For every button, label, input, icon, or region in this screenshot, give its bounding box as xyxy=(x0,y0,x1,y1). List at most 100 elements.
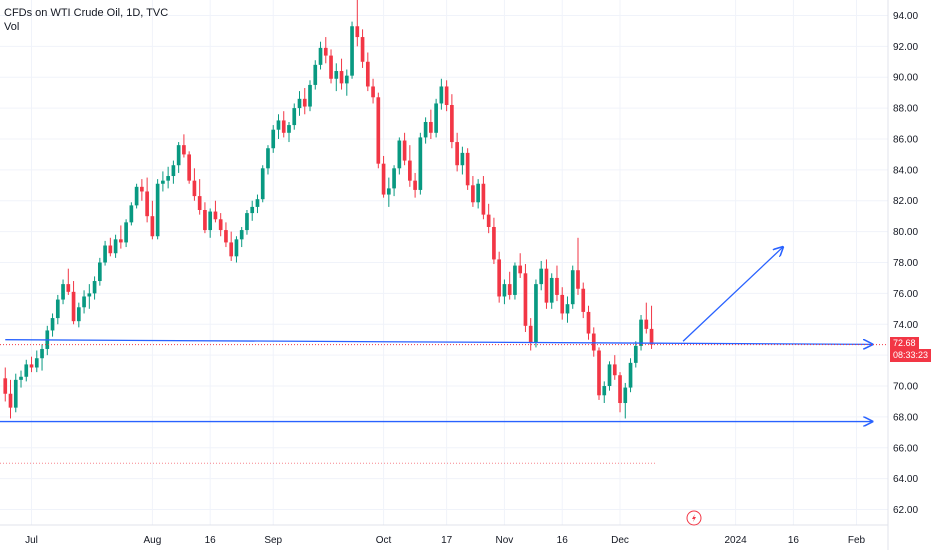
candle xyxy=(507,271,512,300)
price-tick-label: 86.00 xyxy=(893,134,918,145)
candle-body xyxy=(534,284,538,343)
candle-body xyxy=(350,26,354,76)
candle xyxy=(66,268,71,295)
candle-body xyxy=(439,86,444,104)
candle xyxy=(633,341,638,368)
time-tick-label: Oct xyxy=(376,535,392,546)
support-line-upper[interactable] xyxy=(5,339,872,345)
candle xyxy=(528,318,533,351)
candle xyxy=(581,282,586,319)
candle xyxy=(323,37,328,64)
candle xyxy=(92,276,97,300)
candle-body xyxy=(255,199,260,207)
candle xyxy=(513,262,517,300)
candle xyxy=(176,142,181,173)
candle xyxy=(570,265,575,309)
candle xyxy=(408,145,412,187)
candle-body xyxy=(570,270,575,305)
candle-body xyxy=(408,160,412,181)
candle-body xyxy=(192,180,197,197)
candle xyxy=(187,151,191,184)
candle xyxy=(155,179,160,240)
price-tick-label: 76.00 xyxy=(893,289,918,300)
candle xyxy=(365,52,370,92)
grid-lines xyxy=(0,0,888,525)
candle-body xyxy=(450,105,454,143)
candle-body xyxy=(397,140,402,169)
candle-body xyxy=(628,362,633,388)
candle xyxy=(376,92,381,169)
price-tick-label: 74.00 xyxy=(893,320,918,331)
candle xyxy=(413,172,417,198)
candle xyxy=(423,117,428,144)
candle-body xyxy=(103,245,107,263)
candle-body xyxy=(465,152,470,186)
candle-body xyxy=(76,307,81,322)
price-tick-label: 66.00 xyxy=(893,443,918,454)
candle-body xyxy=(618,375,622,404)
candle xyxy=(618,372,622,413)
candle xyxy=(203,202,207,234)
candle xyxy=(224,222,228,248)
candle xyxy=(481,176,486,220)
candle xyxy=(218,213,223,237)
lightning-icon[interactable] xyxy=(686,510,702,526)
candle-body xyxy=(334,71,339,79)
candle-body xyxy=(40,348,44,359)
time-axis[interactable]: Jul Aug 16 Sep Oct 17 Nov 16 Dec 2024 16 Feb xyxy=(25,535,865,546)
candle xyxy=(339,58,344,90)
candle xyxy=(40,344,44,371)
candle-body xyxy=(460,152,465,166)
time-tick-label: 16 xyxy=(205,535,217,546)
candle xyxy=(71,281,76,325)
candle xyxy=(597,347,601,400)
candle-body xyxy=(418,137,423,190)
candle-body xyxy=(234,239,239,257)
candle xyxy=(97,257,102,286)
candle xyxy=(450,94,454,149)
volume-label[interactable]: Vol xyxy=(4,21,20,33)
candle xyxy=(560,287,565,320)
candle xyxy=(55,294,60,325)
candle xyxy=(492,217,496,265)
candle-body xyxy=(3,378,8,394)
candle-body xyxy=(392,168,396,189)
candle-body xyxy=(129,205,134,223)
candle xyxy=(639,315,643,351)
candle-body xyxy=(649,328,654,345)
candle xyxy=(113,234,118,258)
candle xyxy=(239,226,244,248)
time-tick-label: 17 xyxy=(441,535,453,546)
candle xyxy=(208,208,213,238)
candle-body xyxy=(639,319,643,346)
candle xyxy=(255,194,260,214)
candle-body xyxy=(513,265,517,295)
time-tick-label: 16 xyxy=(788,535,800,546)
candle xyxy=(302,88,307,115)
candle xyxy=(486,203,491,234)
candle xyxy=(649,305,654,349)
chart-title[interactable]: CFDs on WTI Crude Oil, 1D, TVC xyxy=(4,7,169,19)
candle-body xyxy=(528,325,533,343)
drawings-layer[interactable] xyxy=(0,247,872,421)
candle xyxy=(344,69,349,96)
candle xyxy=(182,134,186,158)
candle xyxy=(119,225,123,249)
time-tick-label: Nov xyxy=(496,535,514,546)
candle-body xyxy=(360,37,365,62)
candle xyxy=(161,171,165,192)
price-axis[interactable]: 62.0064.0066.0068.0070.0072.0074.0076.00… xyxy=(893,11,918,516)
candle xyxy=(82,290,86,314)
candle xyxy=(329,49,333,84)
candle xyxy=(576,237,580,295)
candle xyxy=(61,279,65,305)
projection-arrow[interactable] xyxy=(682,247,783,342)
candle xyxy=(318,41,323,70)
candle-body xyxy=(87,293,92,297)
candle xyxy=(260,165,265,203)
candle-body xyxy=(386,188,391,195)
candle-body xyxy=(560,294,565,314)
candle xyxy=(386,177,391,207)
candle xyxy=(350,21,354,79)
